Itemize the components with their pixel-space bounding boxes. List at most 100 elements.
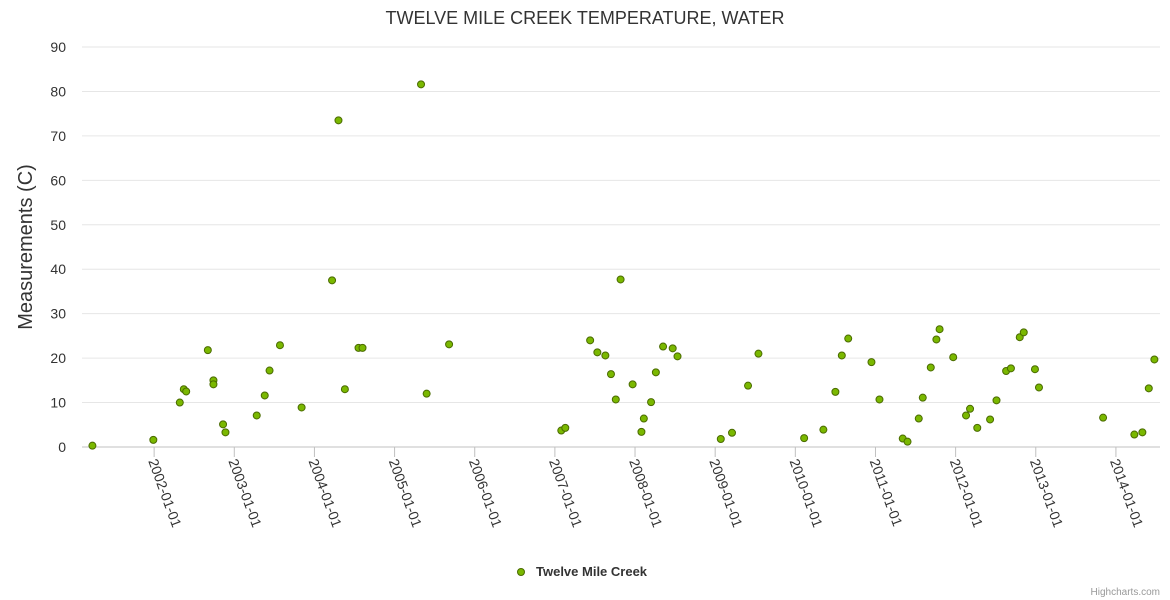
data-point[interactable] [252,411,261,420]
x-tick-label: 2010-01-01 [787,457,827,530]
y-tick-label: 0 [58,439,66,455]
data-point[interactable] [328,276,337,285]
data-point[interactable] [819,425,828,434]
data-point[interactable] [88,441,97,450]
data-point[interactable] [918,393,927,402]
legend[interactable]: Twelve Mile Creek [517,564,648,579]
legend-marker[interactable] [517,568,525,576]
x-tick-label: 2014-01-01 [1107,457,1147,530]
data-point[interactable] [949,353,958,362]
data-point[interactable] [914,414,923,423]
data-point[interactable] [966,404,975,413]
y-axis-ticks: 0 10 20 30 40 50 60 70 80 90 [50,39,66,455]
data-point[interactable] [445,340,454,349]
data-point[interactable] [297,403,306,412]
x-tick-label: 2011-01-01 [867,457,906,529]
data-point[interactable] [203,346,212,355]
data-point[interactable] [221,428,230,437]
data-point[interactable] [1150,355,1159,364]
x-axis-ticks: 2002-01-01 2003-01-01 2004-01-01 2005-01-01… [145,447,1147,530]
y-tick-label: 10 [50,395,66,411]
data-point[interactable] [973,423,982,432]
data-point[interactable] [422,389,431,398]
chart-title: TWELVE MILE CREEK TEMPERATURE, WATER [385,8,784,28]
data-point[interactable] [716,435,725,443]
credit-link[interactable]: Highcharts.com [1091,587,1160,598]
data-point[interactable] [1138,428,1147,437]
series-twelve-mile-creek[interactable] [88,80,1159,450]
x-tick-label: 2008-01-01 [626,457,666,530]
data-point[interactable] [1019,328,1028,337]
data-point[interactable] [639,414,648,423]
data-point[interactable] [358,343,367,352]
data-point[interactable] [340,385,349,394]
y-tick-label: 50 [50,217,66,233]
data-point[interactable] [593,348,602,357]
x-tick-label: 2006-01-01 [466,457,506,530]
data-point[interactable] [867,358,876,367]
data-point[interactable] [651,368,660,377]
data-point[interactable] [673,352,682,361]
data-point[interactable] [935,325,944,334]
x-tick-label: 2012-01-01 [947,457,987,530]
data-point[interactable] [754,349,763,358]
data-point[interactable] [837,351,846,360]
data-point[interactable] [628,380,637,389]
data-point[interactable] [334,116,343,125]
x-tick-label: 2009-01-01 [706,457,746,530]
data-point[interactable] [926,363,935,372]
data-point[interactable] [637,427,646,436]
data-point[interactable] [265,366,274,375]
data-point[interactable] [1130,430,1139,439]
data-point[interactable] [1006,364,1015,373]
y-tick-label: 30 [50,306,66,322]
y-axis-label: Measurements (C) [15,164,37,330]
data-point[interactable] [728,428,737,437]
data-point[interactable] [831,387,840,396]
data-point[interactable] [219,420,228,429]
data-point[interactable] [668,344,677,353]
data-point[interactable] [903,437,912,446]
data-point[interactable] [744,381,753,390]
data-point[interactable] [260,391,269,400]
y-tick-label: 70 [50,128,66,144]
grid-lines [82,46,1160,404]
data-point[interactable] [932,335,941,344]
data-point[interactable] [586,336,595,345]
y-tick-label: 60 [50,172,66,188]
data-point[interactable] [1030,365,1039,374]
data-point[interactable] [175,398,184,407]
data-point[interactable] [611,395,620,404]
data-point[interactable] [606,370,615,379]
data-point[interactable] [986,415,995,424]
x-tick-label: 2007-01-01 [546,457,586,530]
data-point[interactable] [992,396,1001,405]
y-tick-label: 80 [50,83,66,99]
data-point[interactable] [275,341,284,350]
x-tick-label: 2002-01-01 [145,457,185,530]
data-point[interactable] [616,275,625,284]
legend-item-twelve-mile-creek[interactable]: Twelve Mile Creek [536,564,648,579]
data-point[interactable] [1034,383,1043,392]
data-point[interactable] [417,80,426,89]
data-point[interactable] [182,387,191,396]
data-point[interactable] [647,398,656,407]
data-point[interactable] [844,334,853,343]
x-tick-label: 2003-01-01 [225,457,265,530]
data-point[interactable] [601,351,610,360]
y-tick-label: 40 [50,261,66,277]
x-tick-label: 2005-01-01 [386,457,426,530]
data-point[interactable] [561,423,570,432]
data-point[interactable] [1099,413,1108,422]
data-point[interactable] [149,435,158,444]
data-point[interactable] [962,411,971,420]
data-point[interactable] [1144,384,1153,393]
data-point[interactable] [800,434,809,443]
y-tick-label: 20 [50,350,66,366]
data-point[interactable] [209,380,218,389]
data-point[interactable] [875,395,884,404]
x-tick-label: 2013-01-01 [1027,457,1067,530]
x-tick-label: 2004-01-01 [306,457,346,530]
data-point[interactable] [659,342,668,351]
